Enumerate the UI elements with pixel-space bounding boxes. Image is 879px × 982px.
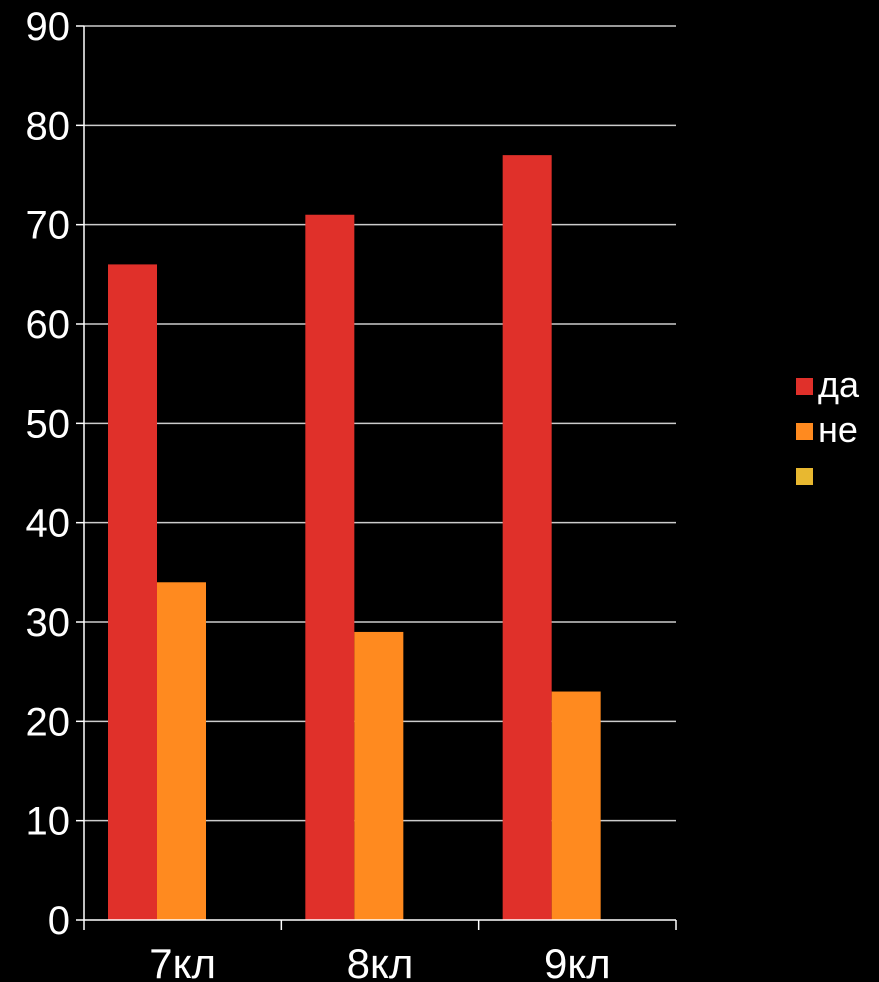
y-tick-label: 30	[26, 601, 71, 645]
x-tick-label: 7кл	[149, 940, 216, 982]
bar-ne-8kl	[354, 631, 404, 920]
legend-label: да	[818, 364, 860, 405]
bar-da-8kl	[305, 214, 355, 920]
y-tick-label: 20	[26, 700, 71, 744]
y-tick-label: 60	[26, 303, 71, 347]
y-tick-label: 70	[26, 204, 71, 248]
legend-swatch	[796, 423, 813, 440]
y-tick-label: 50	[26, 402, 71, 446]
legend-swatch	[796, 468, 813, 485]
axes	[76, 25, 677, 930]
legend-label: не	[818, 409, 858, 450]
y-tick-label: 90	[26, 5, 71, 49]
bar-ne-9kl	[551, 691, 601, 920]
legend-swatch	[796, 378, 813, 395]
y-tick-label: 80	[26, 104, 71, 148]
bar-da-7kl	[108, 264, 157, 920]
bars	[108, 155, 601, 921]
bar-da-9kl	[502, 155, 552, 921]
y-tick-label: 10	[26, 800, 71, 844]
x-tick-label: 9кл	[544, 940, 611, 982]
y-tick-label: 40	[26, 502, 71, 546]
x-tick-label: 8кл	[347, 940, 414, 982]
y-tick-label: 0	[48, 899, 70, 943]
y-tick-labels: 0 10 20 30 40 50 60 70 80 90	[26, 5, 71, 943]
bar-ne-7kl	[157, 582, 206, 920]
x-tick-labels: 7кл 8кл 9кл	[149, 940, 610, 982]
